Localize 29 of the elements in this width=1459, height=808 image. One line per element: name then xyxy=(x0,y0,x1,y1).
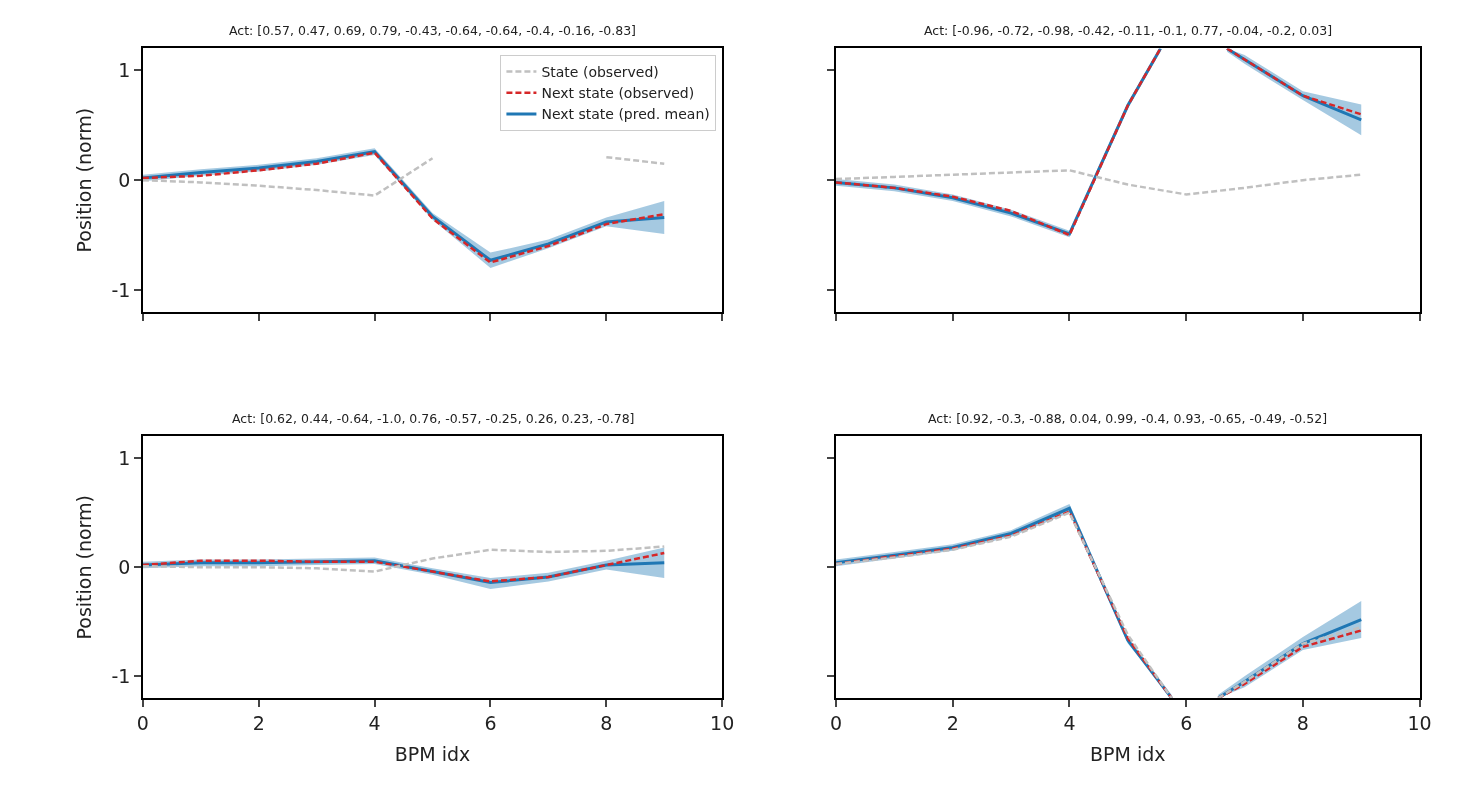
x-tick-label: 0 xyxy=(829,711,843,734)
legend-label: Next state (pred. mean) xyxy=(541,106,710,123)
y-tick-label: -1 xyxy=(111,664,131,687)
x-tick-label: 0 xyxy=(136,711,149,734)
x-axis-title: BPM idx xyxy=(1090,742,1166,765)
y-tick-label: 0 xyxy=(118,555,131,578)
chart-title: Act: [-0.96, -0.72, -0.98, -0.42, -0.11, -0.1, 0.77, -0.04, -0.2, 0.03] xyxy=(924,23,1333,38)
x-tick-label: 2 xyxy=(252,711,265,734)
x-tick-label: 6 xyxy=(1180,711,1193,734)
y-tick-label: 1 xyxy=(118,59,131,82)
x-tick-label: 8 xyxy=(1296,711,1309,734)
legend-label: State (observed) xyxy=(541,64,659,80)
y-axis-title: Position (norm) xyxy=(72,494,95,640)
x-tick-label: 2 xyxy=(946,711,959,734)
x-tick-label: 8 xyxy=(600,711,613,734)
y-tick-label: 0 xyxy=(118,168,131,191)
y-axis-title: Position (norm) xyxy=(72,107,95,253)
x-tick-label: 6 xyxy=(484,711,497,734)
x-tick-label: 4 xyxy=(368,711,381,734)
chart-title: Act: [0.92, -0.3, -0.88, 0.04, 0.99, -0.4, 0.93, -0.65, -0.49, -0.52] xyxy=(928,411,1328,426)
x-tick-label: 10 xyxy=(710,711,735,734)
chart-title: Act: [0.62, 0.44, -0.64, -1.0, 0.76, -0.57, -0.25, 0.26, 0.23, -0.78] xyxy=(232,411,635,426)
x-tick-label: 10 xyxy=(1407,711,1432,734)
x-tick-label: 4 xyxy=(1063,711,1076,734)
x-axis-title: BPM idx xyxy=(394,742,471,765)
chart-title: Act: [0.57, 0.47, 0.69, 0.79, -0.43, -0.64, -0.64, -0.4, -0.16, -0.83] xyxy=(229,23,636,38)
y-tick-label: -1 xyxy=(111,278,131,301)
legend-label: Next state (observed) xyxy=(541,85,695,102)
y-tick-label: 1 xyxy=(118,446,131,469)
